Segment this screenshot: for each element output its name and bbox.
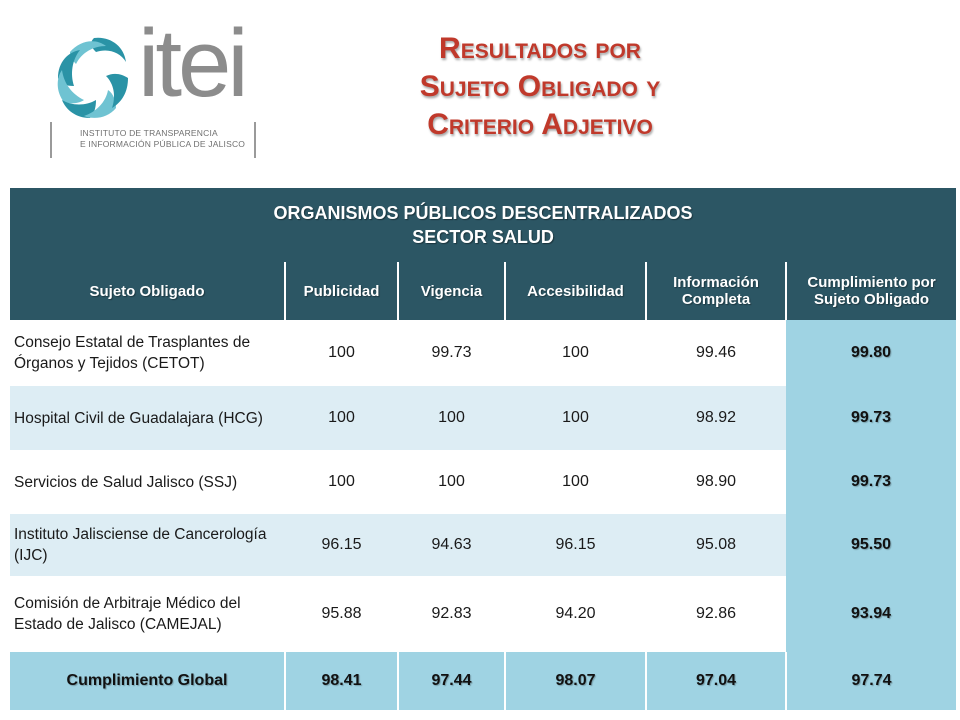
- row-name: Consejo Estatal de Trasplantes de Órgano…: [10, 320, 285, 386]
- title-line2: Sujeto Obligado y: [419, 70, 661, 103]
- title-line3: Criterio Adjetivo: [427, 108, 653, 141]
- row-cumplimiento: 93.94: [786, 576, 957, 652]
- global-accesibilidad: 98.07: [504, 652, 646, 710]
- itei-swirl-icon: [57, 37, 128, 118]
- row-cumplimiento: 99.73: [786, 450, 957, 514]
- row-publicidad: 95.88: [285, 576, 398, 652]
- row-vigencia: 100: [398, 386, 505, 450]
- row-cumplimiento: 99.80: [786, 320, 957, 386]
- row-vigencia: 94.63: [398, 514, 505, 576]
- row-cumplimiento: 99.73: [786, 386, 957, 450]
- row-publicidad: 100: [285, 386, 398, 450]
- row-informacion: 98.92: [646, 386, 786, 450]
- row-informacion: 92.86: [646, 576, 786, 652]
- table-row: Servicios de Salud Jalisco (SSJ) 100 100…: [10, 450, 957, 514]
- row-informacion: 95.08: [646, 514, 786, 576]
- row-name: Comisión de Arbitraje Médico del Estado …: [10, 576, 285, 652]
- section-header-line1: ORGANISMOS PÚBLICOS DESCENTRALIZADOS: [273, 203, 693, 223]
- itei-wordmark: itei: [138, 10, 249, 117]
- title-line1: Resultados por: [439, 32, 641, 65]
- row-accesibilidad: 100: [505, 320, 646, 386]
- column-header-vigencia: Vigencia: [397, 262, 505, 320]
- column-header-publicidad: Publicidad: [284, 262, 398, 320]
- table-row: Instituto Jalisciense de Cancerología (I…: [10, 514, 957, 576]
- row-informacion: 99.46: [646, 320, 786, 386]
- global-publicidad: 98.41: [284, 652, 398, 710]
- row-accesibilidad: 100: [505, 450, 646, 514]
- column-header-informacion: Información Completa: [645, 262, 786, 320]
- logo-subtitle: INSTITUTO DE TRANSPARENCIA E INFORMACIÓN…: [80, 128, 250, 150]
- global-cumplimiento: 97.74: [784, 652, 957, 710]
- global-label: Cumplimiento Global: [10, 652, 285, 710]
- row-publicidad: 100: [285, 320, 398, 386]
- results-table: ORGANISMOS PÚBLICOS DESCENTRALIZADOS SEC…: [10, 188, 957, 710]
- page-title: Resultados por Sujeto Obligado y Criteri…: [330, 30, 750, 144]
- row-accesibilidad: 100: [505, 386, 646, 450]
- column-header-accesibilidad: Accesibilidad: [504, 262, 646, 320]
- table-row: Comisión de Arbitraje Médico del Estado …: [10, 576, 957, 652]
- row-name: Servicios de Salud Jalisco (SSJ): [10, 450, 285, 514]
- table-row: Consejo Estatal de Trasplantes de Órgano…: [10, 320, 957, 386]
- row-name: Hospital Civil de Guadalajara (HCG): [10, 386, 285, 450]
- section-header-line2: SECTOR SALUD: [412, 227, 554, 247]
- column-header-sujeto: Sujeto Obligado: [10, 262, 285, 320]
- logo-subtitle-line1: INSTITUTO DE TRANSPARENCIA: [80, 128, 218, 138]
- table-section-header: ORGANISMOS PÚBLICOS DESCENTRALIZADOS SEC…: [10, 188, 957, 262]
- column-header-cumplimiento: Cumplimiento por Sujeto Obligado: [784, 262, 957, 320]
- table-row: Hospital Civil de Guadalajara (HCG) 100 …: [10, 386, 957, 450]
- global-informacion: 97.04: [645, 652, 786, 710]
- row-vigencia: 99.73: [398, 320, 505, 386]
- logo-subtitle-line2: E INFORMACIÓN PÚBLICA DE JALISCO: [80, 139, 246, 149]
- row-publicidad: 96.15: [285, 514, 398, 576]
- global-row: Cumplimiento Global 98.41 97.44 98.07 97…: [10, 652, 957, 710]
- row-vigencia: 100: [398, 450, 505, 514]
- row-informacion: 98.90: [646, 450, 786, 514]
- row-accesibilidad: 96.15: [505, 514, 646, 576]
- row-vigencia: 92.83: [398, 576, 505, 652]
- logo-divider-right: [254, 122, 256, 158]
- row-cumplimiento: 95.50: [786, 514, 957, 576]
- row-name: Instituto Jalisciense de Cancerología (I…: [10, 514, 285, 576]
- logo-divider-left: [50, 122, 52, 158]
- itei-logo: itei INSTITUTO DE TRANSPARENCIA E INFORM…: [40, 16, 280, 162]
- row-publicidad: 100: [285, 450, 398, 514]
- row-accesibilidad: 94.20: [505, 576, 646, 652]
- global-vigencia: 97.44: [397, 652, 505, 710]
